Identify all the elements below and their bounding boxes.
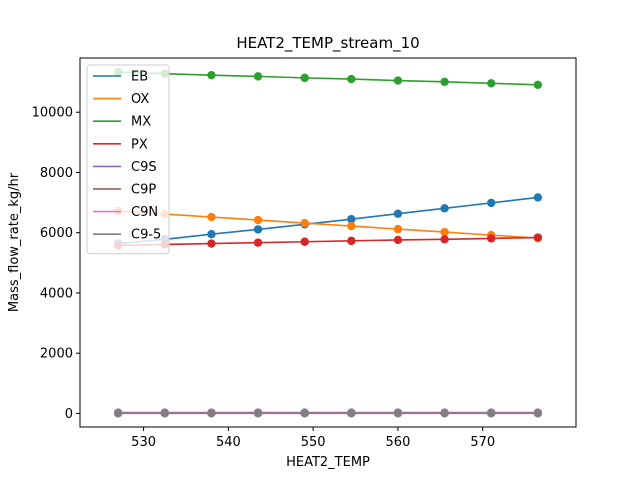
data-point [533,80,543,90]
data-point [253,238,263,247]
legend-label: EB [131,70,148,85]
series-line [118,196,538,245]
series-ox [113,206,543,243]
series-c9-5 [113,409,543,418]
legend-label: C9N [131,205,158,220]
data-point [253,72,263,81]
data-point [393,209,403,218]
series-line [118,236,538,247]
data-point [113,409,123,418]
y-tick-label: 6000 [40,226,73,241]
y-tick-label: 0 [65,407,73,422]
plot-area [113,67,543,418]
data-point [347,214,356,224]
data-point [300,218,309,228]
x-axis: 530 540 550 560 570 [131,427,495,450]
y-tick-label: 2000 [40,347,73,362]
data-point [253,225,263,234]
x-tick-label: 540 [216,435,241,450]
legend-label: MX [131,115,151,130]
legend-entry: OX [93,92,149,107]
legend-entry: PX [93,137,148,152]
series-px [113,233,543,250]
chart-title: HEAT2_TEMP_stream_10 [236,34,419,53]
legend-entry: C9S [93,160,157,175]
legend: EB OX MX PX C9S C9P C9N C9-5 [86,64,170,255]
y-tick-label: 8000 [40,166,73,181]
data-point [207,230,216,239]
data-point [440,227,449,237]
data-point [440,77,449,86]
data-point [533,233,543,242]
data-point [160,409,169,418]
y-tick-label: 4000 [40,286,73,301]
series-line [118,71,538,86]
data-point [487,198,496,208]
data-point [300,73,309,83]
data-point [253,409,263,418]
data-point [393,76,403,85]
y-axis-label: Mass_flow_rate_kg/hr [7,172,22,312]
legend-box [86,64,170,255]
data-point [393,235,403,245]
x-tick-label: 570 [470,435,495,450]
data-point [207,409,216,418]
data-point [207,70,216,80]
data-point [487,234,496,243]
legend-label: C9S [131,160,157,175]
data-point [440,204,449,213]
series-mx [113,67,543,90]
data-point [347,74,356,84]
data-point [440,409,449,418]
data-point [347,409,356,418]
data-point [207,239,216,248]
series-eb [113,193,543,248]
data-point [533,409,543,418]
data-point [347,236,356,246]
data-point [253,215,263,225]
data-point [440,235,449,244]
data-point [487,79,496,88]
legend-label: OX [131,92,149,107]
data-point [300,409,309,418]
legend-entry: C9P [93,183,156,198]
y-axis: 0 2000 4000 6000 8000 10000 [32,106,80,422]
data-point [533,193,543,202]
y-tick-label: 10000 [32,106,73,121]
legend-entry: C9-5 [93,228,161,243]
legend-entry: EB [93,70,148,85]
x-tick-label: 530 [131,435,156,450]
plot-frame [79,57,577,428]
series-line [118,210,538,239]
data-point [487,409,496,418]
legend-label: C9P [131,183,156,198]
data-point [393,224,403,234]
data-point [393,409,403,418]
data-point [207,212,216,222]
x-tick-label: 560 [386,435,411,450]
x-axis-label: HEAT2_TEMP [286,455,370,470]
legend-entry: MX [93,115,151,130]
legend-label: C9-5 [131,228,161,243]
x-tick-label: 550 [301,435,326,450]
data-point [347,221,356,231]
data-point [300,237,309,246]
legend-entry: C9N [93,205,158,220]
legend-label: PX [131,137,148,152]
